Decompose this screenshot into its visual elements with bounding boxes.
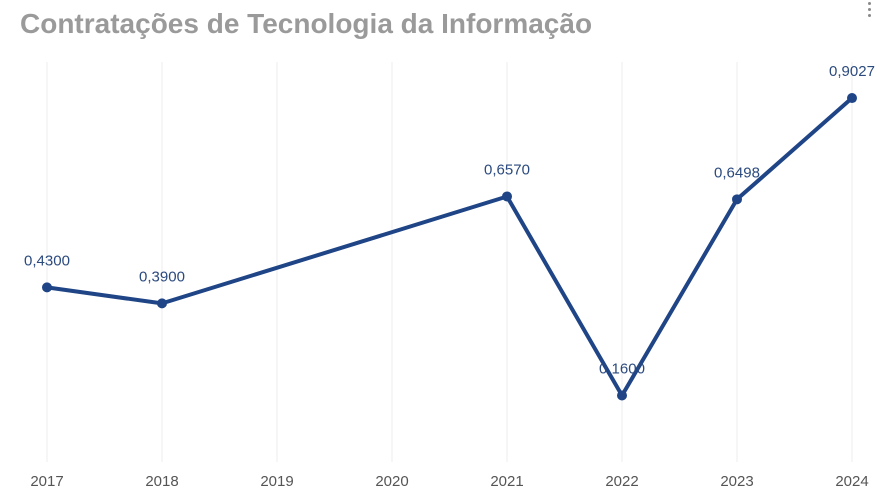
data-point-2024[interactable] [847,93,857,104]
x-tick-label-2017: 2017 [30,473,63,490]
data-label-2021: 0,6570 [484,161,530,178]
chart-title: Contratações de Tecnologia da Informação [20,8,593,39]
data-point-2021[interactable] [502,191,512,202]
x-tick-label-2022: 2022 [605,473,638,490]
data-points [42,93,857,401]
data-label-2017: 0,4300 [24,252,70,269]
data-point-2018[interactable] [157,298,167,309]
data-label-2022: 0,1600 [599,361,645,378]
grid-lines [46,62,853,462]
x-tick-label-2019: 2019 [260,473,293,490]
data-point-2022[interactable] [617,390,627,401]
data-label-2018: 0,3900 [139,268,185,285]
series-line-0 [45,96,854,398]
more-vertical-icon[interactable] [864,0,874,22]
x-tick-label-2023: 2023 [720,473,753,490]
x-tick-label-2020: 2020 [375,473,408,490]
x-axis-ticks: 2017 2018 2019 2020 2021 2022 2023 2024 [30,473,868,490]
series-line [45,96,854,398]
data-label-2024: 0,9027 [829,63,875,80]
data-point-2017[interactable] [42,282,52,293]
data-label-2023: 0,6498 [714,164,760,181]
data-point-2023[interactable] [732,194,742,205]
x-tick-label-2021: 2021 [490,473,523,490]
x-tick-label-2018: 2018 [145,473,178,490]
x-tick-label-2024: 2024 [835,473,868,490]
data-labels: 0,4300 0,3900 0,6570 0,1600 0,6498 0,9027 [24,63,875,377]
